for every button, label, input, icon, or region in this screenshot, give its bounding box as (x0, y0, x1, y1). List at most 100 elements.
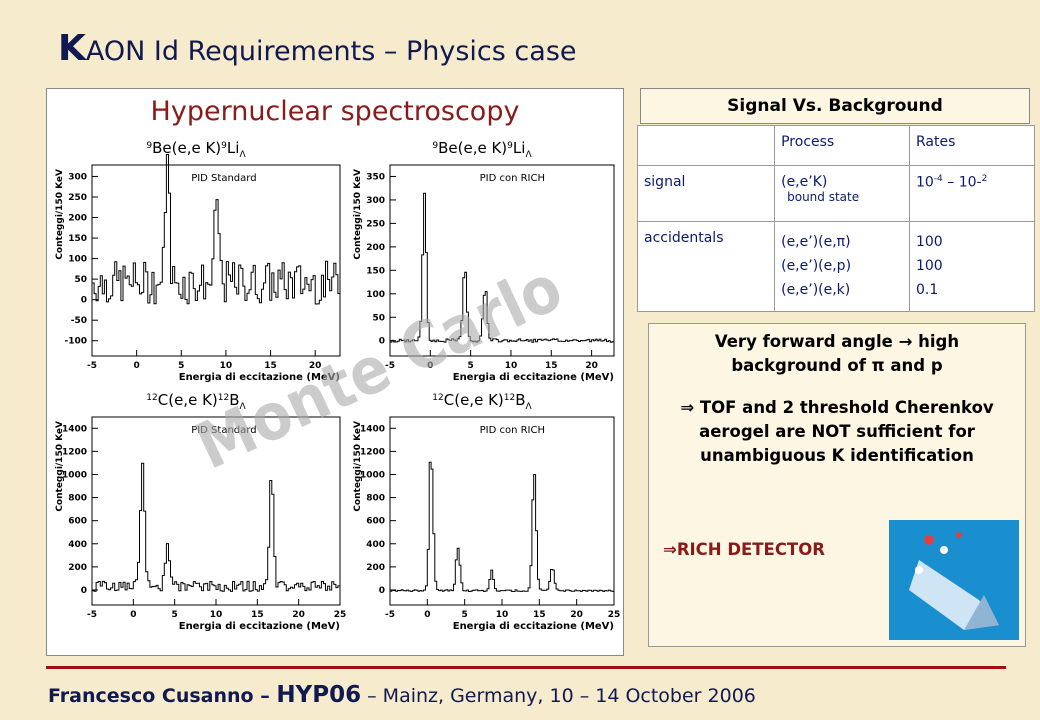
reaction: 9Be(e,e K)9LiΛ (432, 139, 532, 160)
reaction-part: 12 (432, 393, 443, 403)
x-tick-label: 5 (462, 610, 468, 620)
reaction-part: Λ (240, 402, 247, 412)
reaction-part: Li (227, 139, 240, 157)
reaction-part: 9 (432, 141, 438, 151)
x-tick-label: 25 (334, 610, 347, 620)
note-box: Very forward angle → high background of … (648, 323, 1026, 647)
spectrum (390, 192, 614, 343)
x-tick-label: -5 (385, 361, 395, 371)
reaction-part: Λ (525, 150, 532, 160)
cell (636, 125, 776, 166)
x-tick-label: 10 (220, 361, 233, 371)
y-tick-label: 300 (68, 172, 87, 182)
rate: 0.1 (915, 282, 939, 298)
y-tick-label: 0 (379, 337, 385, 347)
cell: (e,e’)(e,π) (e,e’)(e,p) (e,e’)(e,k) (774, 221, 910, 312)
reaction-part: C(e,e K) (158, 391, 218, 409)
reaction-part: C(e,e K) (444, 391, 504, 409)
slide-title: KAON Id Requirements – Physics case (58, 28, 577, 69)
cell: 100 100 0.1 (908, 221, 1036, 312)
x-tick-label: 10 (496, 610, 509, 620)
rate: 100 (915, 234, 943, 250)
plot-frame (389, 164, 615, 357)
y-tick-label: 1400 (360, 424, 385, 434)
x-label: Energia di eccitazione (MeV) (453, 621, 614, 632)
y-tick-label: 0 (379, 586, 385, 596)
note-line: ⇒ TOF and 2 threshold Cherenkov aerogel … (680, 398, 994, 465)
rich-image (889, 520, 1019, 640)
y-tick-label: 600 (68, 517, 87, 527)
pid-label: PID Standard (191, 425, 256, 436)
y-label: Conteggi/150 KeV (353, 421, 363, 512)
left-panel (46, 88, 624, 656)
y-tick-label: 250 (68, 193, 87, 203)
reaction-part: 9 (146, 141, 152, 151)
x-tick-label: 20 (585, 361, 598, 371)
y-label: Conteggi/150 KeV (353, 169, 363, 260)
x-label: Energia di eccitazione (MeV) (453, 372, 614, 383)
x-tick-label: 20 (309, 361, 322, 371)
pid-label: PID con RICH (480, 173, 545, 184)
rate: 100 (915, 258, 943, 274)
y-tick-label: 1200 (360, 447, 385, 457)
x-tick-label: -5 (87, 610, 97, 620)
pid-label: PID Standard (191, 173, 256, 184)
reaction-part: 12 (504, 393, 515, 403)
process: (e,e’)(e,π) (781, 234, 851, 250)
y-tick-label: 250 (366, 219, 385, 229)
author: Francesco Cusanno – (48, 685, 277, 707)
reaction: 12C(e,e K)12BΛ (432, 391, 532, 412)
footer-rest: – Mainz, Germany, 10 – 14 October 2006 (361, 685, 756, 707)
x-tick-label: -5 (385, 610, 395, 620)
reaction-part: B (229, 391, 239, 409)
y-label: Conteggi/150 KeV (55, 169, 65, 260)
title-rest: AON Id Requirements – Physics case (85, 36, 577, 67)
y-tick-label: 150 (68, 234, 87, 244)
spectrum (92, 462, 340, 592)
reaction-part: 12 (218, 393, 229, 403)
x-tick-label: 10 (210, 610, 223, 620)
header-cell: Process (774, 125, 910, 166)
y-label: Conteggi/150 KeV (55, 421, 65, 512)
panel-title: Hypernuclear spectroscopy (150, 96, 520, 127)
process-note: bound state (787, 190, 860, 204)
y-tick-label: 0 (81, 296, 87, 306)
conference: HYP06 (276, 682, 362, 708)
reaction-part: 9 (507, 141, 513, 151)
x-tick-label: 0 (130, 610, 136, 620)
spectrum (390, 461, 614, 592)
x-tick-label: 20 (570, 610, 583, 620)
plot-frame (91, 164, 341, 357)
reaction-part: Be(e,e K) (152, 139, 221, 157)
process: (e,e’)(e,k) (781, 282, 851, 298)
rate: -4 (933, 174, 943, 184)
y-tick-label: 1200 (62, 447, 87, 457)
reaction-part: B (515, 391, 525, 409)
pid-label: PID con RICH (480, 425, 545, 436)
reaction: 12C(e,e K)12BΛ (146, 391, 246, 412)
y-tick-label: 350 (366, 172, 385, 182)
header-cell: Rates (908, 125, 1036, 166)
y-tick-label: 800 (68, 494, 87, 504)
spectrum (92, 154, 340, 305)
x-tick-label: 15 (533, 610, 546, 620)
y-tick-label: 100 (68, 255, 87, 265)
divider (46, 666, 1006, 669)
rate: – 10- (942, 174, 982, 191)
x-tick-label: 5 (468, 361, 474, 371)
y-tick-label: 50 (74, 275, 87, 285)
x-tick-label: -5 (87, 361, 97, 371)
cell: (e,e’K) bound state (774, 165, 910, 222)
y-tick-label: 150 (366, 266, 385, 276)
y-tick-label: 400 (68, 540, 87, 550)
x-tick-label: 0 (134, 361, 140, 371)
y-tick-label: 200 (366, 243, 385, 253)
y-tick-label: 50 (372, 313, 385, 323)
y-tick-label: 200 (366, 563, 385, 573)
y-tick-label: 800 (366, 494, 385, 504)
y-tick-label: 1000 (360, 470, 385, 480)
x-label: Energia di eccitazione (MeV) (179, 372, 340, 383)
y-tick-label: 1000 (62, 470, 87, 480)
